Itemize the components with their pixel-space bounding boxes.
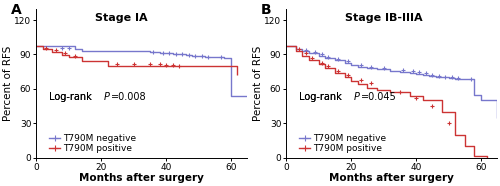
Text: =0.008: =0.008 bbox=[111, 92, 146, 102]
Legend: T790M negative, T790M positive: T790M negative, T790M positive bbox=[49, 134, 136, 153]
Legend: T790M negative, T790M positive: T790M negative, T790M positive bbox=[299, 134, 386, 153]
Text: Stage IA: Stage IA bbox=[96, 13, 148, 23]
Text: =0.045: =0.045 bbox=[361, 92, 396, 102]
X-axis label: Months after surgery: Months after surgery bbox=[329, 173, 454, 183]
Text: Log-rank: Log-rank bbox=[299, 92, 344, 102]
Text: P: P bbox=[354, 92, 360, 102]
Y-axis label: Percent of RFS: Percent of RFS bbox=[253, 46, 263, 121]
Text: Log-rank: Log-rank bbox=[49, 92, 94, 102]
Text: Stage IB-IIIA: Stage IB-IIIA bbox=[346, 13, 423, 23]
Text: Log-rank: Log-rank bbox=[299, 92, 344, 102]
Text: Log-rank: Log-rank bbox=[49, 92, 94, 102]
Y-axis label: Percent of RFS: Percent of RFS bbox=[3, 46, 13, 121]
Text: A: A bbox=[11, 3, 22, 17]
Text: B: B bbox=[261, 3, 272, 17]
X-axis label: Months after surgery: Months after surgery bbox=[80, 173, 204, 183]
Text: P: P bbox=[104, 92, 110, 102]
